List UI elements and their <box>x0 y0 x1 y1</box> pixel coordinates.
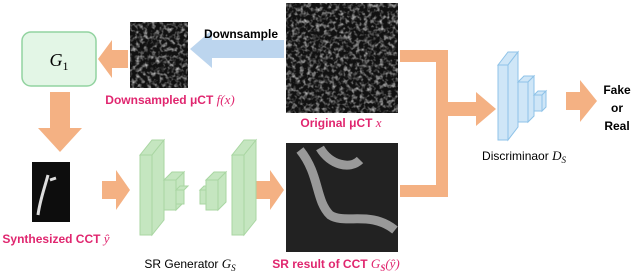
arrow <box>190 30 284 68</box>
caption: SR result of CCT GS(ŷ) <box>272 256 400 273</box>
arrow <box>566 80 597 122</box>
generator <box>138 138 258 237</box>
text-part: S <box>380 263 385 273</box>
discriminator <box>496 50 548 142</box>
text-part: 1 <box>63 59 69 73</box>
discriminator-label: Discriminaor DS <box>482 148 566 165</box>
text-part: x <box>375 115 382 130</box>
text-part: SR Generator <box>144 257 218 271</box>
arrow <box>256 170 284 210</box>
text-part: G <box>222 256 232 271</box>
arrow <box>98 40 128 78</box>
text-part: G <box>371 256 381 271</box>
arrow <box>38 92 82 152</box>
generator-label: SR Generator GS <box>144 256 236 273</box>
text-part: Downsampled μCT <box>105 93 214 107</box>
text-part: G <box>50 50 63 70</box>
output-label: Real <box>604 119 629 133</box>
downsample-label: Downsample <box>204 27 278 41</box>
arrow <box>400 50 496 197</box>
g1-box <box>21 31 97 87</box>
output-label: or <box>611 101 623 115</box>
image-texture <box>36 174 57 216</box>
output-label: Fake <box>603 83 631 97</box>
text-part: ŷ <box>102 231 110 246</box>
g1-label: G1 <box>50 50 69 73</box>
image-texture <box>286 3 398 113</box>
image-texture <box>130 22 188 88</box>
caption: Synthesized CCT ŷ <box>2 231 109 246</box>
text-part: S <box>561 155 566 165</box>
arrow <box>102 170 130 210</box>
text-part: (ŷ) <box>385 256 399 271</box>
text-part: Synthesized CCT <box>2 232 101 246</box>
caption: Downsampled μCT f(x) <box>105 92 234 107</box>
text-part: Discriminaor <box>482 149 549 163</box>
text-part: S <box>231 263 236 273</box>
text-part: f(x) <box>217 92 235 107</box>
image-texture <box>296 145 398 234</box>
text-part: D <box>551 148 562 163</box>
text-part: Original μCT <box>300 116 373 130</box>
caption: Original μCT x <box>300 115 381 130</box>
text-part: SR result of CCT <box>272 257 368 271</box>
